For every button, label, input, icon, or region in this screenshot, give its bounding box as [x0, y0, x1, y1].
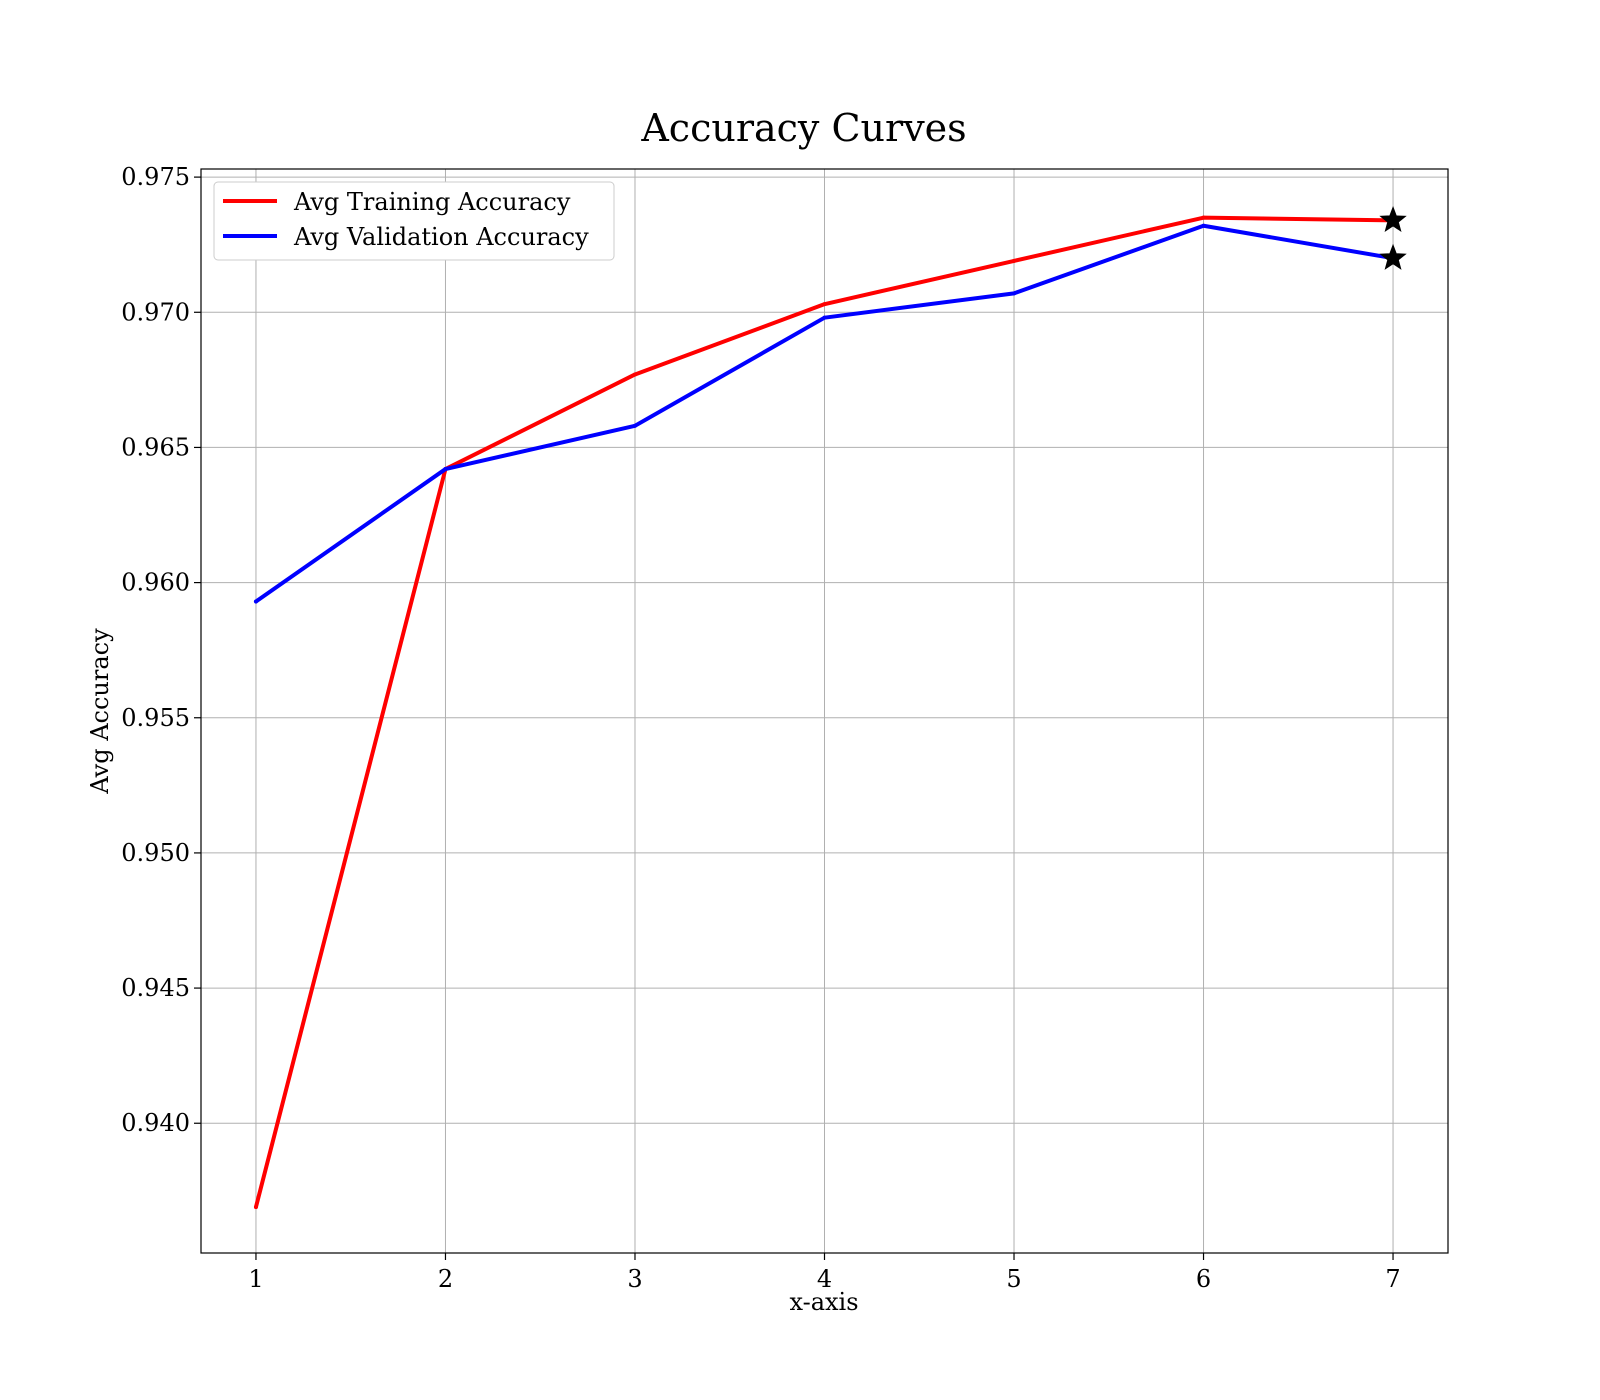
- y-tick-label: 0.945: [121, 974, 190, 1002]
- y-axis-label: Avg Accuracy: [86, 628, 114, 795]
- y-tick-label: 0.965: [121, 433, 190, 461]
- y-tick-label: 0.960: [121, 569, 190, 597]
- x-axis-label: x-axis: [789, 1288, 858, 1316]
- end-star-marker: [1379, 205, 1407, 233]
- x-tick-label: 4: [817, 1265, 832, 1293]
- data-point: [1201, 223, 1206, 228]
- data-point: [443, 467, 448, 472]
- y-tick-label: 0.975: [121, 163, 190, 191]
- series-lines: [253, 215, 1396, 1210]
- data-point: [632, 423, 637, 428]
- x-tick-label: 2: [438, 1265, 453, 1293]
- x-tick-label: 3: [627, 1265, 642, 1293]
- data-point: [1012, 291, 1017, 296]
- legend: Avg Training Accuracy Avg Validation Acc…: [213, 181, 615, 261]
- end-markers: [1379, 205, 1407, 270]
- y-tick-label: 0.970: [121, 298, 190, 326]
- data-point: [1201, 215, 1206, 220]
- legend-label-training: Avg Training Accuracy: [293, 188, 571, 216]
- x-tick-label: 1: [248, 1265, 263, 1293]
- x-tick-label: 6: [1196, 1265, 1211, 1293]
- legend-label-validation: Avg Validation Accuracy: [293, 223, 589, 251]
- y-tick-label: 0.955: [121, 704, 190, 732]
- legend-box: [213, 181, 615, 261]
- x-tick-label: 5: [1006, 1265, 1021, 1293]
- data-point: [632, 372, 637, 377]
- data-point: [253, 1205, 258, 1210]
- data-point: [822, 315, 827, 320]
- data-point: [1012, 258, 1017, 263]
- y-tick-label: 0.950: [121, 839, 190, 867]
- plot-area-frame: [200, 168, 1449, 1254]
- end-star-marker: [1379, 243, 1407, 270]
- x-tick-label: 7: [1385, 1265, 1400, 1293]
- y-tick-label: 0.940: [121, 1109, 190, 1137]
- data-point: [822, 302, 827, 307]
- chart-title: Accuracy Curves: [640, 106, 966, 150]
- data-point: [253, 599, 258, 604]
- x-axis-ticks: 1 2 3 4 5 6 7: [248, 1253, 1401, 1293]
- y-axis-ticks: 0.940 0.945 0.950 0.955 0.960 0.965 0.970 0.975: [121, 163, 201, 1137]
- grid: [201, 169, 1448, 1253]
